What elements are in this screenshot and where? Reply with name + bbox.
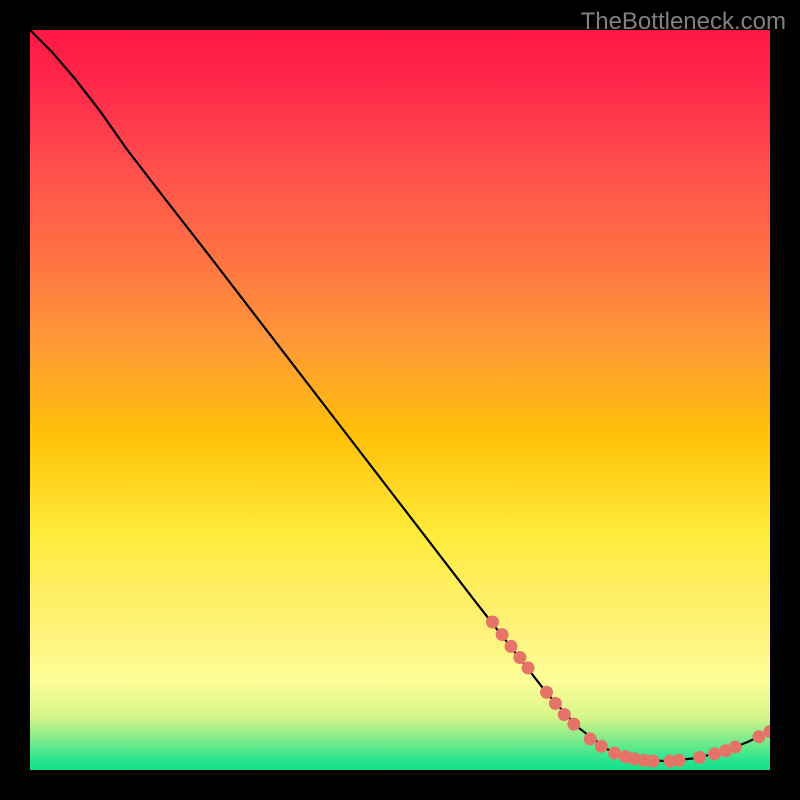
data-marker xyxy=(522,661,535,674)
data-marker xyxy=(567,718,580,731)
data-marker xyxy=(647,755,660,768)
data-marker xyxy=(505,640,518,653)
data-markers xyxy=(486,616,770,768)
data-marker xyxy=(486,616,499,629)
data-marker xyxy=(672,754,685,767)
data-marker xyxy=(752,730,765,743)
data-marker xyxy=(693,751,706,764)
plot-area xyxy=(30,30,770,770)
data-marker xyxy=(595,740,608,753)
bottleneck-curve xyxy=(30,30,770,761)
data-marker xyxy=(496,628,509,641)
data-marker xyxy=(513,651,526,664)
data-marker xyxy=(729,741,742,754)
data-marker xyxy=(584,732,597,745)
data-marker xyxy=(540,686,553,699)
data-marker xyxy=(558,708,571,721)
curve-layer xyxy=(30,30,770,770)
data-marker xyxy=(708,747,721,760)
data-marker xyxy=(549,697,562,710)
data-marker xyxy=(608,746,621,759)
watermark-text: TheBottleneck.com xyxy=(581,8,786,36)
